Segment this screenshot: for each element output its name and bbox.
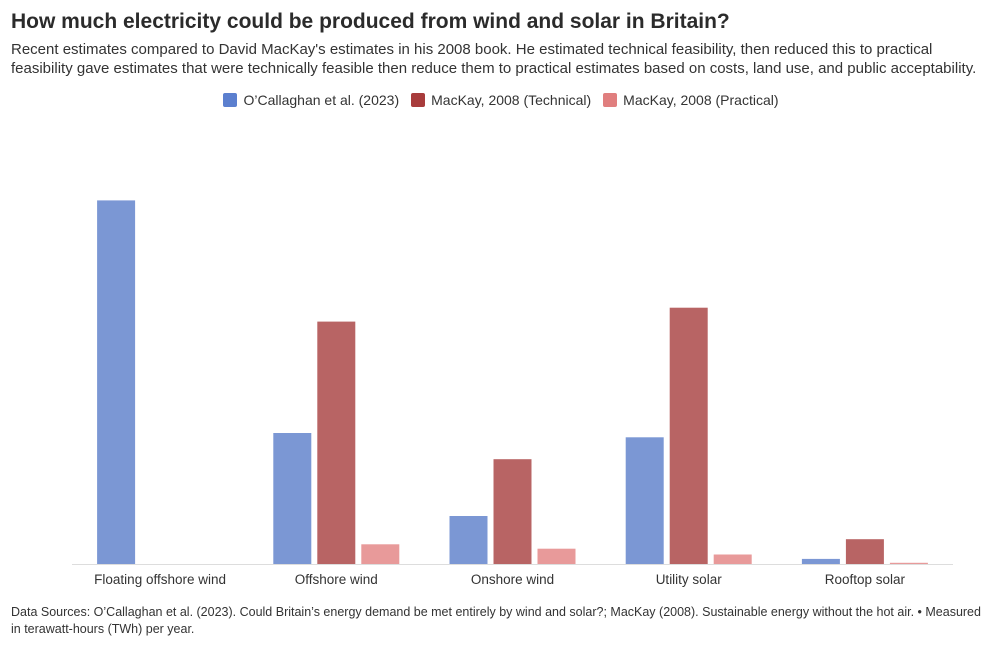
data-sources-note: Data Sources: O’Callaghan et al. (2023).… [11, 605, 981, 636]
chart-title: How much electricity could be produced f… [11, 10, 730, 33]
bar-onshore-wind-series-0[interactable] [449, 516, 488, 564]
x-tick-label: Utility solar [656, 572, 723, 587]
chart-subtitle: Recent estimates compared to David MacKa… [11, 41, 977, 77]
bar-chart: Floating offshore wind Offshore wind Onsho… [72, 200, 953, 587]
bar-rooftop-solar-series-0[interactable] [801, 558, 840, 564]
bar-rooftop-solar-series-1[interactable] [845, 539, 884, 564]
x-tick-label: Rooftop solar [825, 572, 906, 587]
legend-label-ocallaghan: O’Callaghan et al. (2023) [243, 92, 400, 108]
bar-utility-solar-series-0[interactable] [625, 437, 664, 564]
legend-item-mackay-practical[interactable]: MacKay, 2008 (Practical) [603, 92, 779, 108]
bar-utility-solar-series-2[interactable] [713, 554, 752, 565]
bar-utility-solar-series-1[interactable] [669, 307, 708, 564]
legend-swatch-ocallaghan [223, 93, 238, 107]
bar-onshore-wind-series-2[interactable] [537, 548, 576, 564]
legend-item-ocallaghan[interactable]: O’Callaghan et al. (2023) [223, 92, 399, 108]
bar-offshore-wind-series-2[interactable] [361, 544, 400, 564]
bar-floating-offshore-wind-series-0[interactable] [97, 200, 136, 564]
legend-swatch-mackay-technical [411, 93, 426, 107]
bar-onshore-wind-series-1[interactable] [493, 459, 532, 564]
bar-rooftop-solar-series-2[interactable] [889, 562, 928, 564]
chart-legend: O’Callaghan et al. (2023) MacKay, 2008 (… [0, 92, 1002, 108]
x-tick-label: Offshore wind [295, 572, 378, 587]
legend-swatch-mackay-practical [603, 93, 618, 107]
legend-item-mackay-technical[interactable]: MacKay, 2008 (Technical) [411, 92, 591, 108]
legend-label-mackay-practical: MacKay, 2008 (Practical) [623, 92, 779, 108]
bar-offshore-wind-series-1[interactable] [317, 321, 356, 564]
bar-offshore-wind-series-0[interactable] [273, 433, 312, 564]
legend-label-mackay-technical: MacKay, 2008 (Technical) [431, 92, 592, 108]
x-tick-label: Floating offshore wind [94, 572, 226, 587]
x-tick-label: Onshore wind [471, 572, 554, 587]
